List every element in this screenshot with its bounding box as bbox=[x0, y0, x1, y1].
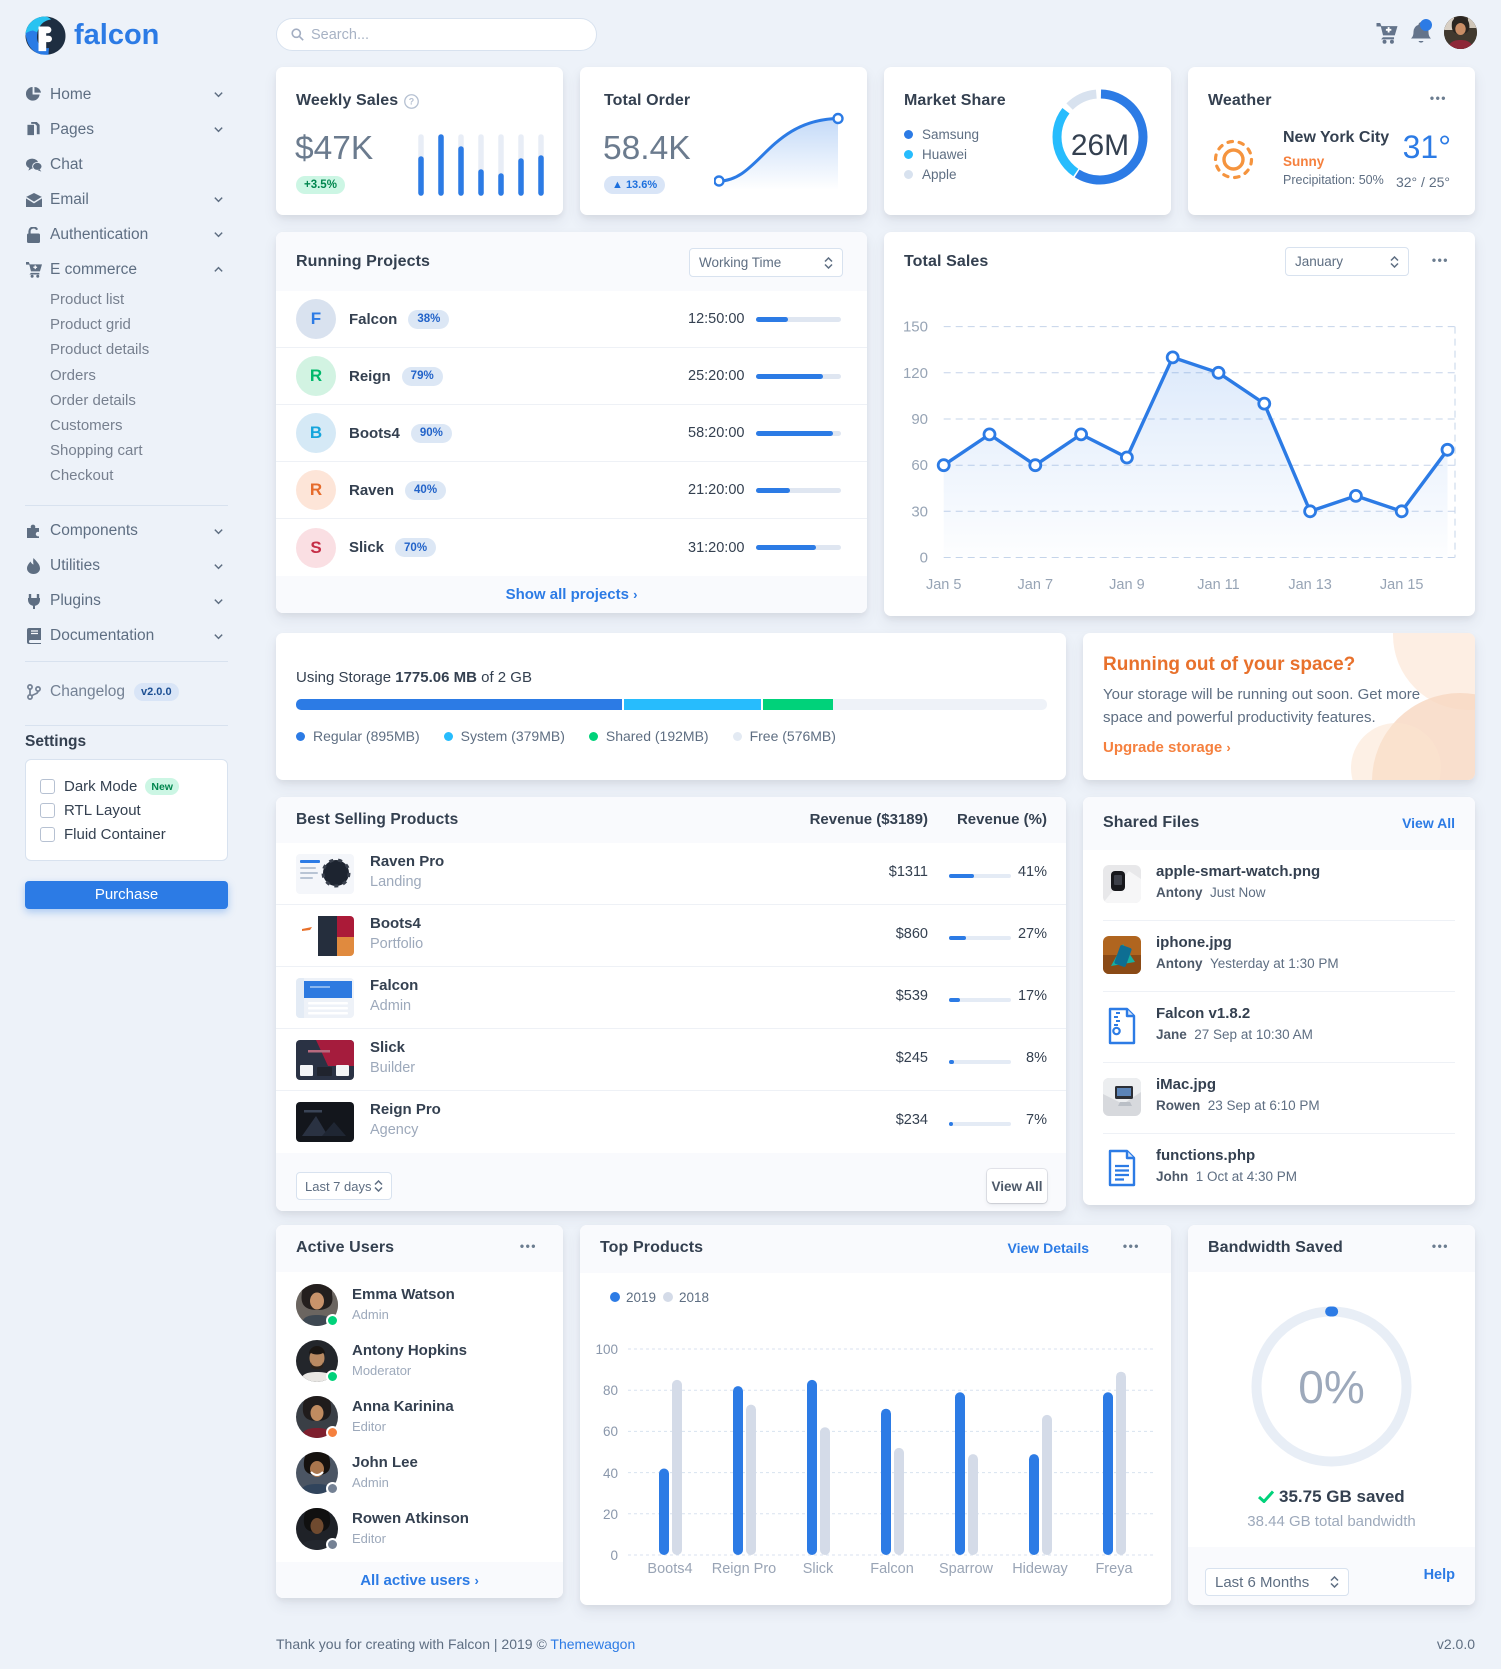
svg-text:Jan 13: Jan 13 bbox=[1288, 577, 1332, 593]
svg-text:20: 20 bbox=[603, 1507, 618, 1522]
svg-text:Sparrow: Sparrow bbox=[939, 1561, 994, 1577]
svg-text:Jan 11: Jan 11 bbox=[1197, 577, 1239, 593]
svg-text:0: 0 bbox=[920, 550, 928, 567]
svg-text:90: 90 bbox=[911, 411, 928, 428]
svg-text:40: 40 bbox=[603, 1466, 618, 1481]
svg-text:80: 80 bbox=[603, 1383, 618, 1398]
svg-text:Boots4: Boots4 bbox=[647, 1561, 692, 1577]
svg-text:2018: 2018 bbox=[679, 1290, 709, 1305]
svg-text:Falcon: Falcon bbox=[870, 1561, 914, 1577]
svg-text:Freya: Freya bbox=[1095, 1561, 1133, 1577]
svg-text:0%: 0% bbox=[1298, 1361, 1364, 1413]
svg-text:Hideway: Hideway bbox=[1012, 1561, 1068, 1577]
svg-text:0: 0 bbox=[610, 1548, 618, 1563]
svg-text:30: 30 bbox=[911, 503, 928, 520]
svg-text:Jan 5: Jan 5 bbox=[926, 577, 961, 593]
svg-text:Jan 9: Jan 9 bbox=[1109, 577, 1144, 593]
svg-text:Jan 7: Jan 7 bbox=[1018, 577, 1053, 593]
svg-text:120: 120 bbox=[903, 365, 928, 382]
svg-text:100: 100 bbox=[595, 1342, 618, 1357]
svg-text:?: ? bbox=[409, 96, 414, 106]
svg-text:Reign Pro: Reign Pro bbox=[712, 1561, 776, 1577]
svg-text:60: 60 bbox=[603, 1424, 618, 1439]
svg-text:150: 150 bbox=[903, 319, 928, 336]
svg-text:Jan 15: Jan 15 bbox=[1380, 577, 1424, 593]
svg-text:2019: 2019 bbox=[626, 1290, 656, 1305]
svg-text:26M: 26M bbox=[1071, 129, 1129, 162]
svg-text:60: 60 bbox=[911, 457, 928, 474]
svg-text:Slick: Slick bbox=[803, 1561, 834, 1577]
